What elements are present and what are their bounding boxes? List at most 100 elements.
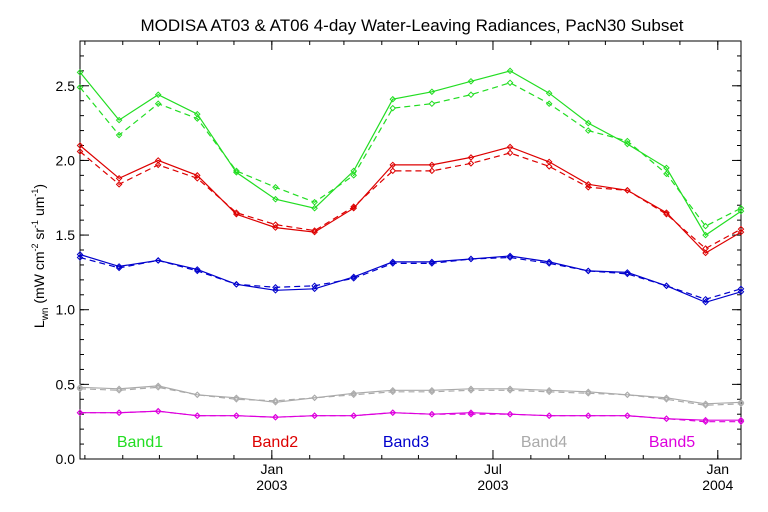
data-point-band2-solid: [506, 143, 514, 151]
series-line-band2-solid: [79, 145, 742, 254]
data-point-band3-solid: [428, 258, 436, 266]
data-point-band3-solid: [389, 258, 397, 266]
data-point-band1-solid: [389, 95, 397, 103]
legend-label-band4: Band4: [521, 434, 567, 451]
data-point-band4-solid: [663, 394, 670, 402]
y-axis-units-exp2: -1: [30, 220, 40, 228]
data-point-band4-dashed: [389, 388, 397, 396]
data-point-band1-dashed: [663, 170, 670, 178]
data-point-band5-dashed: [428, 410, 436, 418]
data-point-band1-dashed: [702, 222, 709, 230]
data-point-band3-dashed: [115, 264, 123, 272]
data-point-band5-dashed: [467, 410, 475, 418]
series-line-band2-dashed: [79, 151, 742, 250]
data-point-band4-dashed: [702, 401, 709, 409]
legend-label-band2: Band2: [252, 434, 298, 451]
data-point-band3-dashed: [702, 295, 709, 303]
x-tick-label-year: 2003: [256, 477, 287, 493]
data-point-band3-solid: [737, 288, 745, 296]
data-point-band1-dashed: [389, 104, 397, 112]
data-point-band1-solid: [311, 204, 318, 212]
data-point-band1-dashed: [624, 137, 631, 145]
data-point-band1-dashed: [428, 100, 436, 108]
data-point-band2-solid: [737, 228, 745, 236]
data-point-band5-dashed: [154, 407, 162, 415]
data-point-band2-solid: [663, 209, 670, 216]
data-point-band2-solid: [272, 224, 279, 231]
data-point-band4-dashed: [506, 387, 514, 394]
data-point-band4-dashed: [350, 391, 357, 399]
data-point-band1-solid: [193, 110, 201, 118]
data-point-band4-dashed: [545, 388, 553, 396]
y-axis-units-um: um: [31, 197, 47, 220]
data-point-band4-solid: [115, 385, 123, 393]
data-point-band2-dashed: [233, 209, 240, 216]
data-point-band2-solid: [545, 158, 553, 166]
data-point-band5-dashed: [115, 409, 123, 417]
y-axis-units-exp1: -2: [30, 244, 40, 252]
data-point-band1-solid: [115, 116, 123, 124]
data-point-band5-dashed: [389, 409, 397, 417]
data-point-band2-solid: [76, 142, 84, 149]
data-point-band3-dashed: [311, 282, 318, 290]
data-point-band3-solid: [193, 266, 201, 273]
data-point-band3-solid: [545, 258, 553, 266]
data-point-band1-solid: [76, 69, 84, 76]
data-point-band5-dashed: [76, 409, 84, 417]
data-point-band5-dashed: [193, 412, 201, 420]
data-point-band3-dashed: [272, 284, 279, 291]
data-point-band1-solid: [737, 207, 745, 215]
data-point-band1-solid: [702, 231, 709, 239]
series-line-band1-dashed: [79, 82, 742, 227]
data-point-band4-dashed: [154, 384, 162, 391]
x-tick-label-month: Jul: [484, 461, 502, 477]
data-point-band3-dashed: [584, 267, 592, 275]
data-point-band2-dashed: [154, 161, 162, 169]
data-point-band4-dashed: [467, 387, 475, 394]
data-point-band1-solid: [428, 88, 436, 96]
data-point-band1-dashed: [233, 167, 240, 175]
data-point-band5-dashed: [311, 412, 318, 420]
data-point-band4-solid: [233, 394, 240, 402]
data-point-band2-dashed: [624, 186, 631, 194]
y-tick-label: 0.0: [56, 451, 76, 467]
data-point-band5-solid: [467, 409, 475, 417]
data-point-band3-dashed: [350, 275, 357, 282]
data-point-band1-dashed: [311, 198, 318, 206]
y-axis-label: Lwn (mW cm-2 sr-1 um-1): [30, 184, 51, 328]
data-point-band3-solid: [272, 286, 279, 294]
data-point-band2-dashed: [663, 210, 670, 218]
data-point-band1-dashed: [154, 100, 162, 108]
data-point-band5-dashed: [272, 413, 279, 421]
data-point-band1-solid: [663, 164, 670, 172]
data-point-band3-dashed: [506, 254, 514, 261]
series-line-band3-dashed: [79, 256, 742, 300]
y-axis-symbol: L: [31, 320, 47, 328]
data-point-band4-solid: [467, 385, 475, 393]
data-point-band2-dashed: [115, 181, 123, 188]
y-tick-label: 0.5: [56, 376, 76, 392]
data-point-band1-dashed: [272, 183, 279, 191]
data-point-band4-solid: [389, 387, 397, 394]
data-point-band4-solid: [584, 388, 592, 396]
data-point-band1-dashed: [737, 204, 745, 212]
data-point-band4-dashed: [624, 391, 631, 399]
data-point-band1-dashed: [545, 100, 553, 108]
data-point-band5-solid: [702, 416, 709, 424]
data-point-band2-dashed: [506, 149, 514, 157]
data-point-band2-dashed: [350, 203, 357, 211]
data-point-band4-dashed: [584, 390, 592, 397]
data-point-band4-solid: [545, 387, 553, 394]
data-point-band1-solid: [154, 91, 162, 99]
data-point-band1-solid: [272, 195, 279, 203]
data-point-band4-solid: [702, 400, 709, 408]
y-axis-units-close: ): [31, 184, 47, 189]
legend-label-band3: Band3: [383, 434, 429, 451]
y-axis-units-sr: sr: [31, 228, 47, 244]
data-point-band1-solid: [350, 167, 357, 175]
data-point-band3-solid: [506, 252, 514, 260]
series-line-band5-dashed: [80, 410, 741, 423]
data-point-band1-dashed: [584, 127, 592, 134]
x-tick-label-year: 2003: [477, 477, 508, 493]
data-point-band5-dashed: [506, 410, 514, 418]
